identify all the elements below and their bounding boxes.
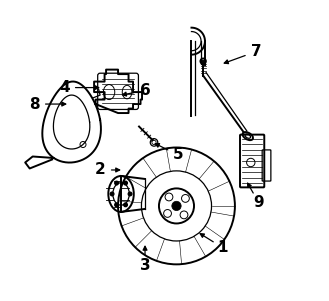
Circle shape [172, 201, 181, 211]
Circle shape [115, 203, 118, 207]
Text: 2: 2 [95, 163, 106, 178]
Text: 4: 4 [59, 80, 69, 95]
Circle shape [128, 192, 132, 196]
Text: 8: 8 [29, 97, 39, 112]
Circle shape [110, 192, 114, 196]
Text: 3: 3 [140, 258, 150, 273]
Text: 1: 1 [218, 240, 228, 255]
Text: 5: 5 [173, 147, 183, 163]
Circle shape [115, 181, 118, 185]
Ellipse shape [150, 139, 158, 146]
Text: 9: 9 [254, 195, 264, 210]
Text: 7: 7 [251, 44, 261, 59]
Text: 6: 6 [139, 83, 150, 98]
Circle shape [124, 181, 127, 185]
Circle shape [124, 203, 127, 207]
